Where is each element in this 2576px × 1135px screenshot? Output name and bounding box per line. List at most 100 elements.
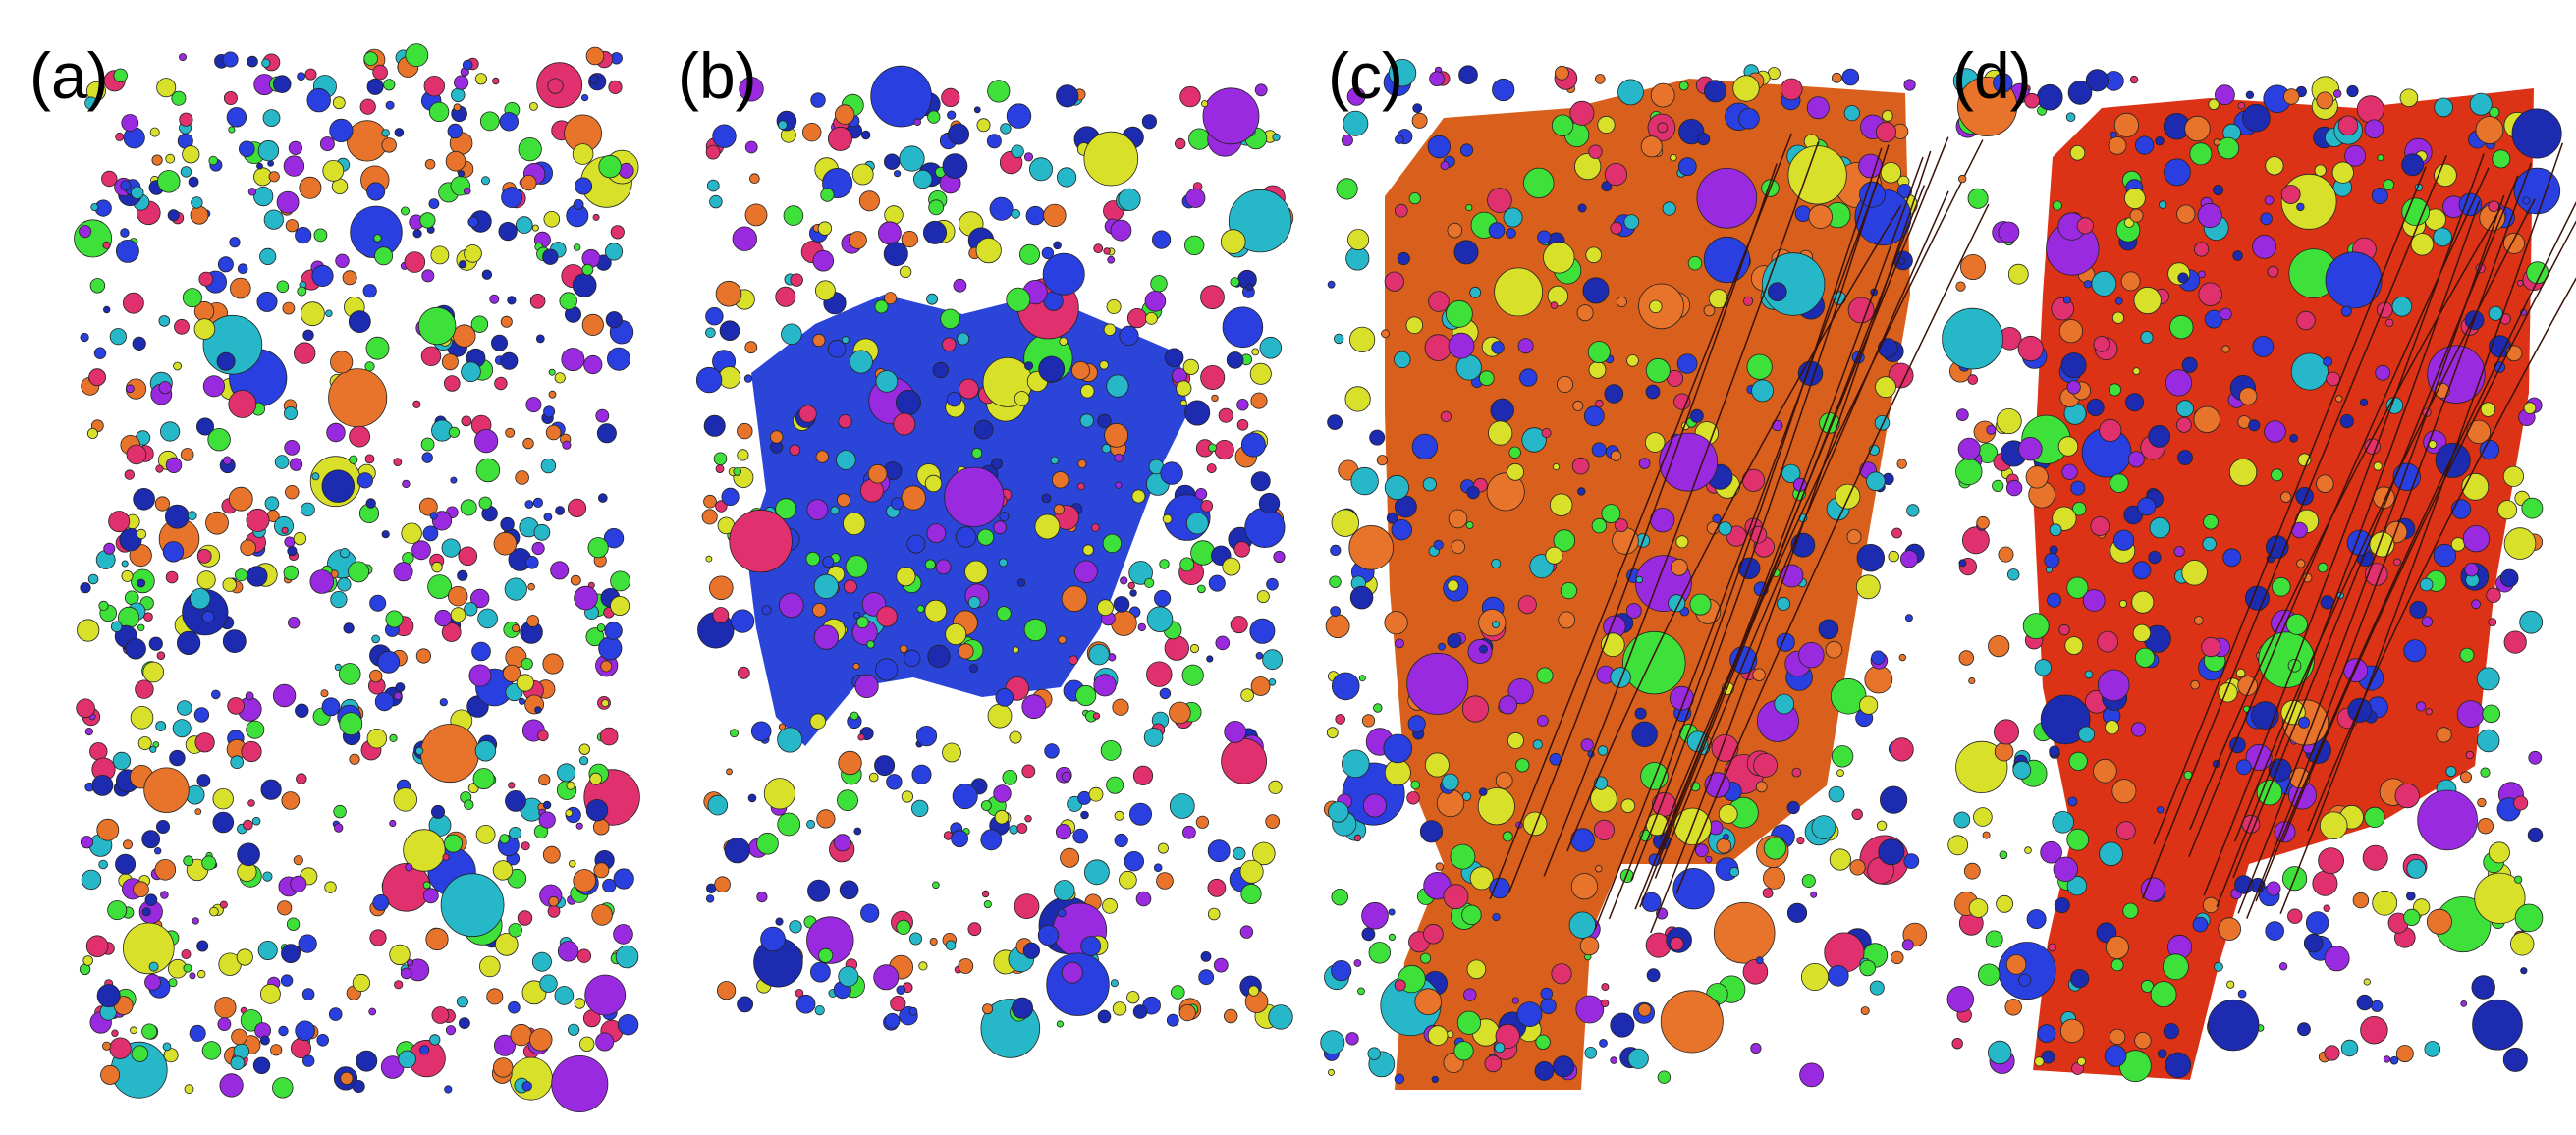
particle: [2502, 1047, 2528, 1072]
particle: [726, 768, 733, 776]
particle: [1169, 701, 1191, 725]
particle: [133, 487, 155, 511]
particle: [505, 427, 516, 438]
particle: [121, 114, 139, 132]
particle: [1580, 738, 1594, 752]
particle: [2012, 760, 2032, 780]
particle: [201, 1041, 222, 1060]
particle: [515, 470, 529, 485]
particle: [1184, 400, 1211, 426]
particle: [1206, 655, 1214, 663]
particle: [412, 229, 422, 239]
particle: [189, 972, 196, 980]
particle: [827, 339, 847, 358]
particle: [1649, 299, 1663, 314]
particle: [299, 176, 322, 199]
particle: [1534, 1061, 1555, 1081]
particle: [322, 159, 345, 182]
particle: [703, 414, 726, 437]
particle: [1738, 108, 1760, 130]
particle: [928, 199, 945, 216]
particle: [1847, 297, 1875, 324]
particle: [1273, 550, 1286, 564]
particle: [1091, 523, 1100, 532]
particle: [2413, 898, 2431, 916]
particle: [2047, 592, 2062, 608]
particle: [462, 59, 473, 71]
particle: [111, 1029, 119, 1037]
particle: [588, 74, 599, 84]
particle: [288, 140, 302, 155]
particle: [770, 430, 784, 444]
particle: [610, 596, 630, 617]
particle: [587, 537, 609, 559]
particle: [164, 504, 190, 529]
particle: [816, 809, 836, 829]
particle: [2505, 345, 2523, 362]
particle: [712, 124, 737, 148]
particle: [2399, 88, 2419, 108]
particle: [2318, 847, 2345, 874]
particle: [80, 332, 89, 343]
particle: [289, 458, 303, 471]
particle: [411, 540, 431, 561]
particle: [477, 608, 498, 629]
particle: [2193, 405, 2220, 434]
particle: [1453, 1041, 1474, 1061]
particle: [2519, 610, 2544, 634]
particle: [789, 444, 801, 457]
particle: [81, 869, 102, 891]
particle: [1994, 719, 2020, 745]
particle: [144, 973, 161, 991]
particle: [899, 644, 908, 654]
particle: [93, 347, 107, 359]
particle: [1856, 544, 1886, 572]
particle: [1540, 987, 1554, 1000]
particle: [1358, 675, 1366, 682]
particle: [2034, 659, 2053, 676]
particle: [428, 198, 440, 210]
particle: [280, 974, 294, 987]
particle: [359, 98, 376, 115]
particle: [389, 733, 398, 743]
particle: [1582, 277, 1610, 304]
particle: [584, 974, 627, 1016]
particle: [196, 549, 212, 564]
particle: [295, 1020, 315, 1042]
particle: [1516, 1001, 1543, 1027]
particle: [977, 528, 995, 546]
particle: [2040, 840, 2062, 864]
crack: [1650, 150, 1932, 934]
particle: [573, 198, 584, 210]
particle: [2197, 202, 2222, 229]
particle: [302, 1054, 315, 1067]
particle: [901, 231, 918, 248]
particle: [1900, 550, 1919, 568]
particle: [2331, 161, 2354, 184]
particle: [967, 922, 982, 937]
particle: [196, 969, 206, 979]
particle: [162, 1042, 172, 1052]
particle: [524, 555, 539, 569]
particle: [1695, 843, 1709, 858]
particle: [500, 516, 515, 532]
particle: [1521, 427, 1547, 453]
particle: [2177, 272, 2189, 284]
particle: [423, 75, 446, 97]
particle: [1268, 780, 1283, 795]
particle: [519, 697, 526, 705]
particle: [1411, 112, 1428, 129]
particle: [1368, 942, 1392, 964]
particle: [1057, 908, 1067, 918]
particle: [1469, 286, 1482, 298]
particle: [994, 809, 1010, 825]
particle: [130, 705, 154, 730]
particle: [531, 224, 539, 232]
particle: [247, 566, 268, 587]
particle: [278, 1025, 289, 1037]
particle: [856, 616, 869, 629]
particle: [1034, 513, 1061, 540]
particle: [246, 508, 270, 532]
particle: [86, 427, 98, 439]
particle: [1195, 815, 1210, 829]
